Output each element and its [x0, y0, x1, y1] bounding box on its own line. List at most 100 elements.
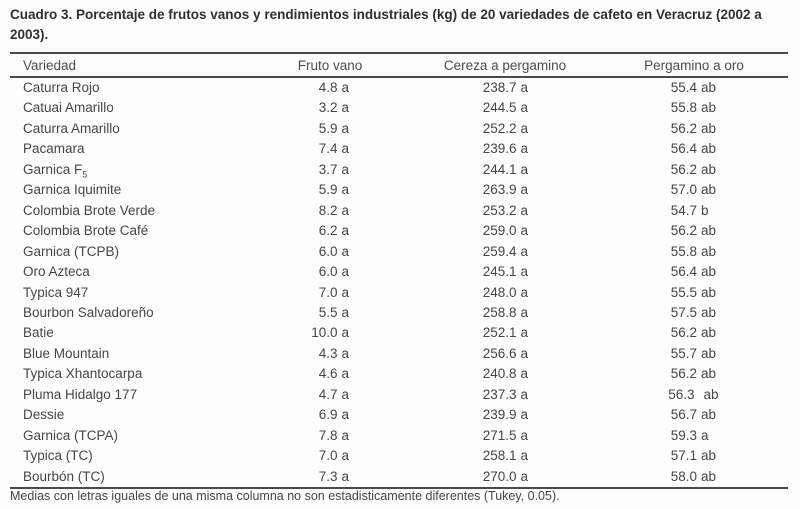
significance-letters: ab [701, 80, 717, 95]
value-number: 6.2 [318, 223, 338, 239]
variety-cell: Blue Mountain [23, 345, 110, 361]
variety-cell: Garnica (TCPB) [23, 243, 120, 259]
value-number: 237.3 [482, 386, 517, 402]
pergamino-a-oro-cell: 56.4 ab [600, 262, 788, 282]
cereza-a-pergamino-cell: 244.5 a [410, 98, 600, 118]
cereza-a-pergamino-cell: 239.9 a [410, 405, 600, 425]
significance-letters: a [341, 386, 350, 402]
fruto-vano-cell: 6.0 a [250, 242, 410, 262]
pergamino-a-oro-cell: 59.3 a [600, 426, 788, 446]
cereza-a-pergamino-cell: 253.2 a [410, 201, 600, 221]
value-number: 56.7 [670, 407, 697, 423]
significance-letters: ab [701, 284, 717, 300]
cereza-a-pergamino-cell: 271.5 a [410, 426, 600, 446]
pergamino-a-oro-cell: 55.5 ab [600, 283, 788, 303]
pergamino-a-oro-cell: 58.0 ab [600, 466, 788, 490]
significance-letters: ab [701, 243, 717, 259]
value-number: 56.4 [670, 264, 697, 280]
fruto-vano-cell: 7.4 a [250, 139, 410, 159]
value-group: 6.0 a [310, 262, 351, 282]
significance-letters: a [520, 141, 529, 157]
significance-letters: a [341, 345, 350, 361]
value-number: 258.1 [482, 448, 517, 464]
variety-cell: Catuai Amarillo [23, 100, 114, 116]
significance-letters: a [520, 100, 529, 116]
variety-subscript: 5 [82, 169, 88, 180]
value-number: 56.2 [670, 120, 697, 136]
value-number: 56.2 [670, 366, 697, 382]
table-row: Caturra Amarillo 5.9 a 252.2 a 56.2 ab [10, 119, 788, 139]
value-number: 57.1 [670, 448, 697, 464]
value-group: 263.9 a [481, 180, 530, 200]
fruto-vano-cell: 4.3 a [250, 344, 410, 364]
value-group: 252.2 a [481, 119, 530, 139]
value-group: 59.3 a [670, 426, 718, 446]
significance-letters: a [341, 325, 350, 341]
significance-letters: a [341, 407, 350, 423]
variety-cell: Colombia Brote Verde [23, 202, 156, 218]
significance-letters: a [520, 366, 529, 382]
column-header-variedad: Variedad [10, 52, 250, 78]
variety-cell: Garnica (TCPA) [23, 427, 119, 443]
value-number: 55.8 [670, 243, 697, 259]
pergamino-a-oro-cell: 56.4 ab [600, 139, 788, 159]
value-number: 55.5 [670, 284, 697, 300]
fruto-vano-cell: 5.5 a [250, 303, 410, 323]
table-row: Garnica (TCPA) 7.8 a 271.5 a 59.3 a [10, 426, 788, 446]
table-row: Colombia Brote Café 6.2 a 259.0 a 56.2 ab [10, 221, 788, 241]
fruto-vano-cell: 7.0 a [250, 283, 410, 303]
cereza-a-pergamino-cell: 240.8 a [410, 364, 600, 384]
table-row: Garnica Iquimite 5.9 a 263.9 a 57.0 ab [10, 180, 788, 200]
pergamino-a-oro-cell: 55.4 ab [600, 77, 788, 98]
table-body: Caturra Rojo 4.8 a 238.7 a 55.4 ab Catuai Amari… [10, 77, 788, 490]
significance-letters: a [520, 80, 529, 95]
value-group: 7.3 a [310, 467, 351, 487]
value-number: 58.0 [670, 468, 697, 484]
value-number: 3.7 [318, 161, 338, 177]
value-number: 4.7 [318, 386, 338, 402]
value-group: 238.7 a [481, 78, 530, 98]
fruto-vano-cell: 3.2 a [250, 98, 410, 118]
value-number: 10.0 [311, 325, 338, 341]
cereza-a-pergamino-cell: 263.9 a [410, 180, 600, 200]
value-number: 258.8 [482, 304, 517, 320]
value-group: 5.9 a [310, 119, 351, 139]
value-number: 252.1 [482, 325, 517, 341]
significance-letters: a [341, 141, 350, 157]
value-group: 10.0 a [310, 323, 351, 343]
table-row: Catuai Amarillo 3.2 a 244.5 a 55.8 ab [10, 98, 788, 118]
value-number: 8.2 [318, 202, 338, 218]
significance-letters: a [341, 284, 350, 300]
value-number: 7.3 [318, 468, 338, 484]
significance-letters: a [341, 182, 350, 198]
fruto-vano-cell: 6.2 a [250, 221, 410, 241]
value-number: 244.5 [482, 100, 517, 116]
value-number: 56.2 [670, 325, 697, 341]
cereza-a-pergamino-cell: 239.6 a [410, 139, 600, 159]
significance-letters: ab [701, 141, 717, 157]
fruto-vano-cell: 5.9 a [250, 180, 410, 200]
value-group: 3.7 a [310, 160, 351, 180]
value-group: 240.8 a [481, 364, 530, 384]
significance-letters: a [341, 243, 350, 259]
value-number: 5.9 [318, 182, 338, 198]
value-number: 259.0 [482, 223, 517, 239]
value-number: 244.1 [482, 161, 517, 177]
cereza-a-pergamino-cell: 259.4 a [410, 242, 600, 262]
value-number: 271.5 [482, 427, 517, 443]
value-number: 56.2 [670, 161, 697, 177]
variety-cell: Garnica F5 [23, 161, 88, 180]
value-group: 56.2 ab [670, 364, 718, 384]
value-group: 4.3 a [310, 344, 351, 364]
value-group: 55.4 ab [670, 78, 718, 98]
variety-cell: Bourbon Salvadoreño [23, 304, 154, 320]
significance-letters: ab [701, 161, 717, 177]
value-number: 4.8 [318, 80, 338, 95]
value-number: 239.9 [482, 407, 517, 423]
value-group: 6.0 a [310, 242, 351, 262]
fruto-vano-cell: 4.7 a [250, 385, 410, 405]
significance-letters: ab [703, 386, 719, 402]
value-group: 57.1 ab [670, 446, 718, 466]
cereza-a-pergamino-cell: 259.0 a [410, 221, 600, 241]
significance-letters: a [701, 427, 709, 443]
